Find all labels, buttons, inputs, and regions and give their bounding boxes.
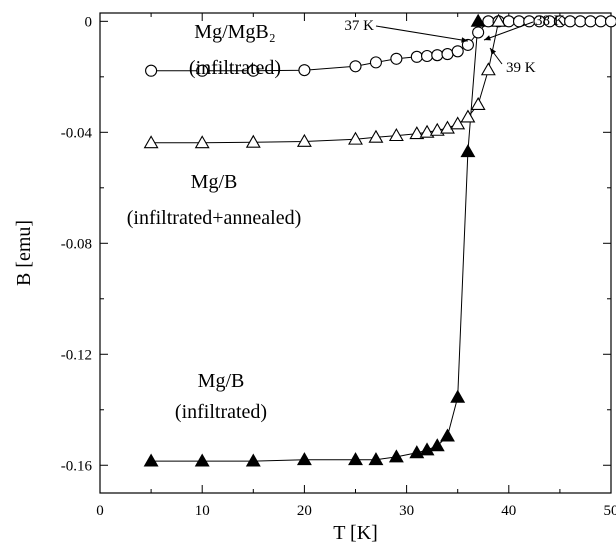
data-point [431,49,444,62]
data-point [368,452,384,466]
data-point [196,64,209,77]
y-tick-label: -0.12 [61,347,92,363]
data-point [143,453,159,467]
data-point [419,124,435,138]
data-point [450,389,466,403]
annotation-arrowhead [490,48,497,55]
data-point [440,120,455,134]
data-point [247,64,260,77]
data-point [348,452,363,466]
data-point [390,52,403,65]
data-point [440,428,455,442]
data-point [512,15,526,28]
data-point [461,38,474,51]
data-point [491,13,507,27]
annotation-arrow [483,21,534,41]
data-point [594,15,607,28]
series-line [151,21,500,144]
y-tick-label: -0.16 [61,458,93,474]
data-point [574,15,587,28]
y-tick-label: -0.08 [61,236,92,252]
x-tick-label: 20 [297,503,312,519]
data-point [388,449,404,463]
data-point [368,129,384,143]
data-point [194,453,210,467]
x-tick-label: 30 [399,503,414,519]
data-point [460,109,476,123]
series-label: (infiltrated+annealed) [127,207,302,229]
x-tick-label: 0 [96,503,104,519]
y-tick-label: -0.04 [61,125,93,141]
data-point [470,96,486,110]
data-point [348,131,363,145]
series-label: Mg/B [198,370,245,392]
x-tick-label: 50 [604,503,616,519]
data-point [584,15,597,28]
data-point [145,64,158,77]
data-point [245,453,261,467]
x-tick-label: 10 [195,503,210,519]
data-point [143,135,159,149]
data-point [409,126,425,140]
data-point [388,128,404,142]
x-axis-title: T [K] [333,522,378,544]
data-point [429,438,445,452]
data-point [604,15,616,28]
data-point [369,56,382,69]
data-point [451,45,464,58]
data-point [470,13,486,27]
data-point [472,26,485,39]
data-point [480,62,496,76]
data-point [429,122,445,136]
y-tick-label: 0 [85,14,93,30]
data-point [296,133,312,147]
annotation-label: 39 K [506,60,536,76]
series-label: Mg/B [191,171,238,193]
data-point [410,50,423,63]
annotation-label: 37 K [344,18,374,34]
annotation-arrow [375,25,469,42]
data-point [441,48,454,61]
annotation-arrowhead [484,35,491,41]
series-label: (infiltrated) [189,57,281,79]
series-label: (infiltrated) [175,401,267,423]
data-point [564,15,577,28]
x-tick-label: 40 [501,503,516,519]
data-point [245,134,261,148]
annotation-label: 38 K [535,13,565,29]
series-label: Mg/MgB₂ [194,21,275,43]
data-point [450,116,466,130]
data-point [420,49,434,63]
data-point [296,452,312,466]
data-point [194,135,210,149]
y-axis-title: B [emu] [13,220,35,286]
series-line [151,21,479,462]
annotation-arrowhead [461,37,468,43]
data-point [298,64,311,77]
data-point [419,442,435,456]
data-point [349,60,362,73]
data-point [460,144,476,158]
